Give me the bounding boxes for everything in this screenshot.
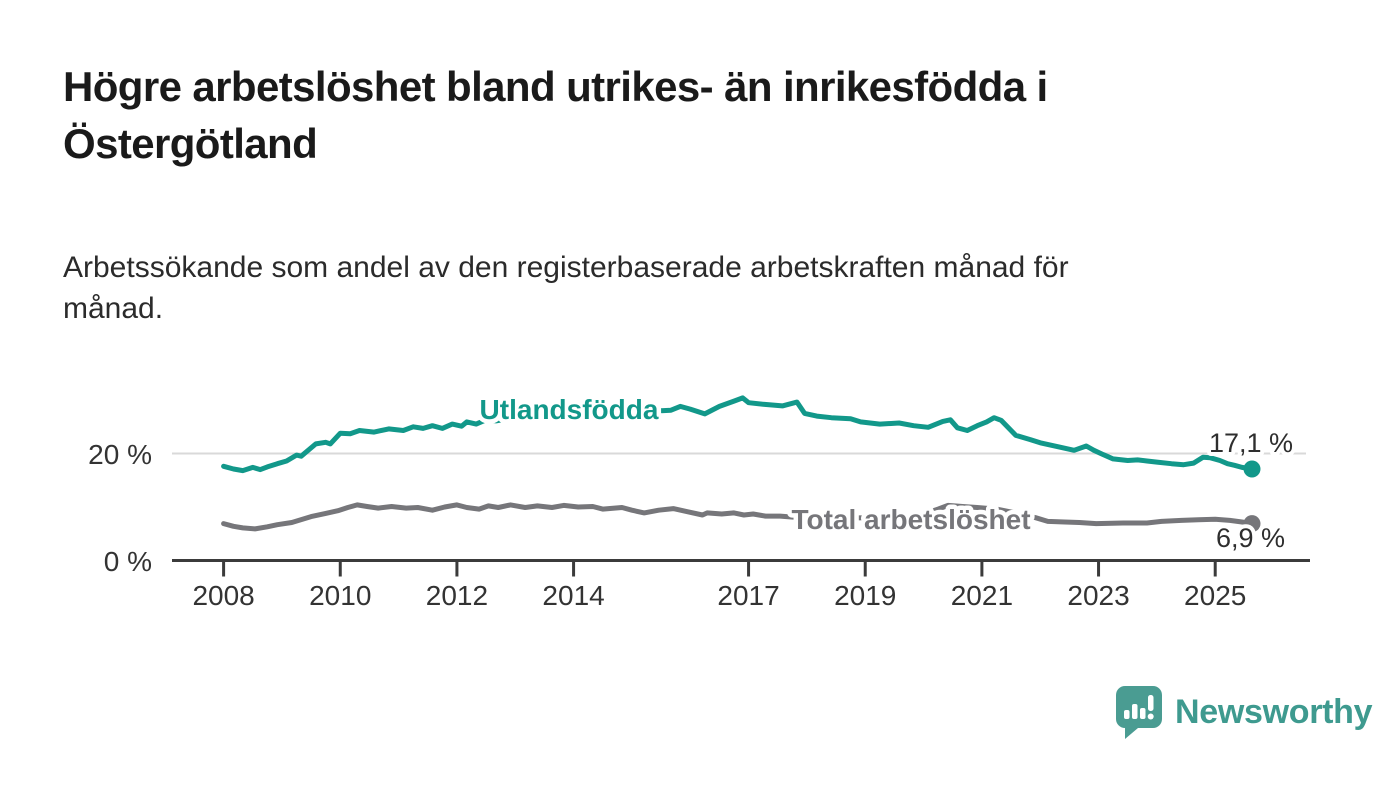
y-axis-label-20: 20 % bbox=[88, 439, 152, 470]
x-axis-label: 2014 bbox=[542, 580, 604, 611]
x-axis-label: 2008 bbox=[192, 580, 254, 611]
x-axis-label: 2010 bbox=[309, 580, 371, 611]
title-line-2: Östergötland bbox=[63, 120, 318, 167]
subtitle-line-2: månad. bbox=[63, 292, 164, 325]
series-line-total-arbetsl-shet bbox=[221, 502, 1255, 532]
end-value-label-total: 6,9 % bbox=[1216, 523, 1285, 553]
plot-area: 2008 2010 2012 2014 2017 2019 2021 2023 2025 bbox=[172, 395, 1310, 611]
x-axis-label: 2025 bbox=[1184, 580, 1246, 611]
end-value-label-utlandsfodda: 17,1 % bbox=[1209, 428, 1293, 458]
series-label-total-arbetsloshet: Total arbetslöshet bbox=[791, 504, 1030, 535]
x-axis-label: 2023 bbox=[1067, 580, 1129, 611]
subtitle-line-1: Arbetssökande som andel av den registerb… bbox=[63, 251, 1069, 284]
chart-subtitle: Arbetssökande som andel av den registerb… bbox=[63, 247, 1069, 329]
x-axis-label: 2017 bbox=[717, 580, 779, 611]
title-line-1: Högre arbetslöshet bland utrikes- än inr… bbox=[63, 63, 1048, 110]
page-title: Högre arbetslöshet bland utrikes- än inr… bbox=[63, 58, 1048, 172]
x-axis-label: 2019 bbox=[834, 580, 896, 611]
series-end-dot bbox=[1243, 515, 1261, 533]
series-end-dot bbox=[1243, 460, 1261, 478]
series-label-utlandsfodda: Utlandsfödda bbox=[480, 394, 659, 425]
x-axis-label: 2012 bbox=[426, 580, 488, 611]
x-axis-label: 2021 bbox=[951, 580, 1013, 611]
series-line-utlandsf-dda bbox=[221, 395, 1255, 474]
newsworthy-logo: Newsworthy bbox=[1114, 684, 1373, 740]
bar-chart-speech-bubble-icon bbox=[1116, 686, 1162, 739]
brand-name: Newsworthy bbox=[1175, 692, 1373, 731]
y-axis-label-0: 0 % bbox=[104, 546, 152, 577]
